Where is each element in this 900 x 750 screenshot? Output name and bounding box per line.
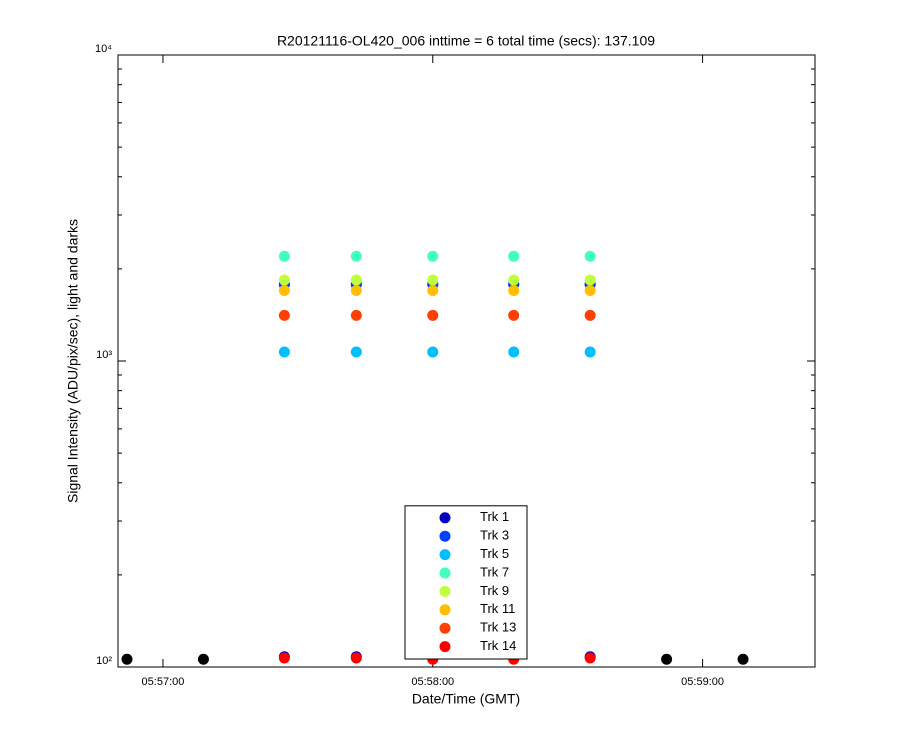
legend-label: Trk 9	[480, 583, 509, 598]
point	[427, 309, 439, 321]
legend-label: Trk 5	[480, 546, 509, 561]
chart-title: R20121116-OL420_006 inttime = 6 total ti…	[277, 33, 655, 49]
point	[508, 284, 520, 296]
x-tick-label: 05:58:00	[411, 676, 454, 688]
x-tick-label: 05:57:00	[142, 676, 185, 688]
point	[278, 274, 290, 286]
point	[278, 284, 290, 296]
point	[350, 250, 362, 262]
point	[584, 274, 596, 286]
point	[661, 653, 673, 665]
legend-label: Trk 14	[480, 638, 516, 653]
point	[350, 309, 362, 321]
x-tick-label: 05:59:00	[681, 676, 724, 688]
point	[737, 653, 749, 665]
y-tick-label: 10⁴	[95, 43, 112, 55]
point	[427, 346, 439, 358]
point	[197, 653, 209, 665]
legend-label: Trk 11	[480, 601, 515, 616]
legend-marker	[439, 622, 451, 634]
point	[584, 652, 596, 664]
point	[508, 250, 520, 262]
point	[584, 284, 596, 296]
point	[584, 250, 596, 262]
y-tick-label: 10²	[96, 655, 112, 667]
point	[278, 309, 290, 321]
legend-marker	[439, 512, 451, 524]
legend-marker	[439, 641, 451, 653]
point	[278, 250, 290, 262]
point	[350, 652, 362, 664]
point	[508, 346, 520, 358]
point	[121, 653, 133, 665]
point	[584, 346, 596, 358]
point	[350, 346, 362, 358]
y-axis-label: Signal Intensity (ADU/pix/sec), light an…	[65, 219, 81, 503]
point	[427, 250, 439, 262]
y-tick-label: 10³	[96, 349, 112, 361]
legend-label: Trk 13	[480, 620, 516, 635]
legend-marker	[439, 585, 451, 597]
point	[350, 274, 362, 286]
legend-marker	[439, 604, 451, 616]
x-axis-label: Date/Time (GMT)	[412, 691, 520, 707]
point	[508, 309, 520, 321]
point	[278, 346, 290, 358]
point	[427, 284, 439, 296]
point	[508, 274, 520, 286]
legend-marker	[439, 567, 451, 579]
legend-marker	[439, 549, 451, 561]
legend-label: Trk 7	[480, 564, 509, 579]
legend	[404, 505, 528, 660]
point	[427, 274, 439, 286]
legend-label: Trk 3	[480, 528, 509, 543]
legend-label: Trk 1	[480, 509, 509, 524]
legend-marker	[439, 530, 451, 542]
point	[584, 309, 596, 321]
point	[350, 284, 362, 296]
point	[278, 652, 290, 664]
